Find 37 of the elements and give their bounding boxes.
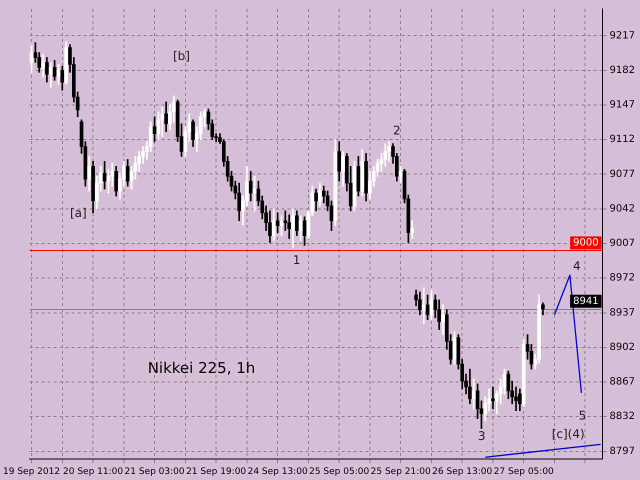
annotation: 5 bbox=[578, 408, 586, 423]
candlestick bbox=[491, 386, 495, 410]
candlestick bbox=[441, 304, 445, 335]
ref-line-label: 9000 bbox=[573, 238, 599, 249]
x-tick-label: 21 Sep 19:00 bbox=[186, 466, 246, 477]
annotation: [c](4) bbox=[552, 427, 585, 442]
y-tick-label: 9112 bbox=[610, 134, 636, 146]
y-tick-label: 8797 bbox=[610, 446, 636, 457]
y-tick-label: 8937 bbox=[610, 307, 636, 318]
ref-line-label: 8941 bbox=[573, 296, 599, 307]
text: Nikkei 225, 1h bbox=[148, 359, 256, 378]
candlestick bbox=[252, 176, 256, 212]
x-tick-label: 25 Sep 05:00 bbox=[309, 466, 370, 477]
y-tick-label: 8902 bbox=[610, 342, 636, 353]
x-tick-label: 25 Sep 21:00 bbox=[370, 466, 431, 477]
y-tick-label: 9007 bbox=[610, 238, 636, 250]
annotation: 3 bbox=[478, 428, 486, 443]
candlestick bbox=[41, 54, 45, 78]
x-tick-label: 26 Sep 13:00 bbox=[432, 466, 493, 477]
y-tick-label: 9182 bbox=[610, 64, 636, 76]
y-tick-label: 9077 bbox=[610, 168, 636, 180]
y-tick-label: 8972 bbox=[610, 272, 636, 284]
y-tick-label: 9217 bbox=[610, 30, 636, 42]
x-tick-label: 20 Sep 11:00 bbox=[63, 466, 124, 477]
annotation: 4 bbox=[572, 259, 581, 274]
y-tick-label: 9042 bbox=[610, 203, 636, 214]
x-tick-label: 19 Sep 2012 bbox=[3, 466, 60, 477]
y-tick-label: 8867 bbox=[610, 376, 636, 388]
annotation: [b] bbox=[172, 48, 190, 63]
annotation: 2 bbox=[393, 124, 401, 138]
annotation: [a] bbox=[70, 206, 87, 220]
y-tick-label: 9147 bbox=[610, 100, 636, 111]
x-tick-label: 24 Sep 13:00 bbox=[248, 466, 308, 477]
x-tick-label: 21 Sep 03:00 bbox=[124, 466, 185, 477]
x-tick-label: 27 Sep 05:00 bbox=[494, 466, 554, 477]
annotation: 1 bbox=[292, 253, 300, 268]
y-tick-label: 8832 bbox=[610, 411, 636, 422]
